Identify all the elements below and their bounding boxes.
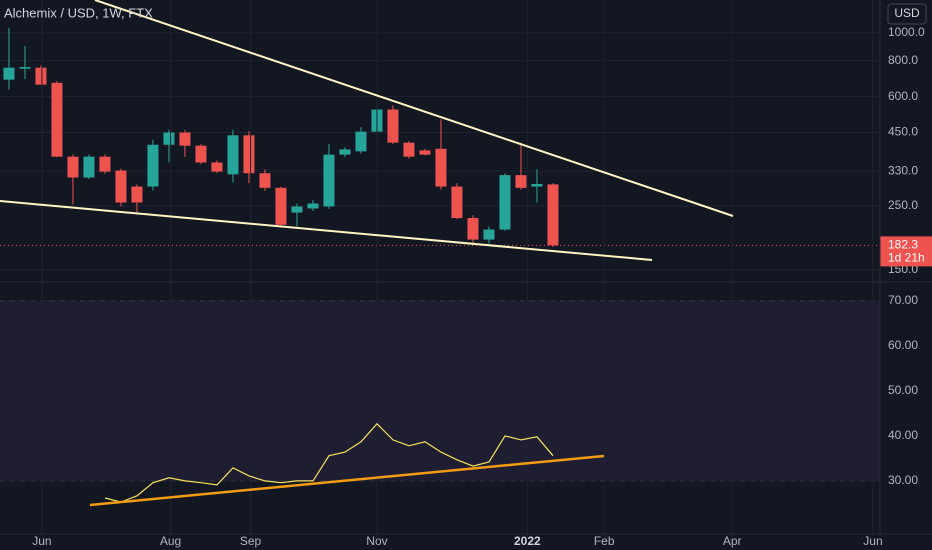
candle-body: [291, 206, 303, 213]
candle-body: [451, 186, 463, 219]
candle-body: [3, 67, 15, 80]
candle-body: [403, 142, 415, 157]
candle-body: [83, 156, 95, 178]
y-tick-label: 600.0: [888, 89, 918, 103]
candle-body: [99, 156, 111, 172]
y-tick-label: 1000.0: [888, 25, 925, 39]
candle-body: [419, 150, 431, 155]
y-tick-label: 330.0: [888, 163, 918, 177]
candle-body: [163, 132, 175, 145]
candle-body: [243, 135, 255, 174]
x-tick-label: 2022: [514, 534, 541, 548]
y-tick-label: 450.0: [888, 125, 918, 139]
x-tick-label: Apr: [723, 534, 742, 548]
rsi-line: [104, 422, 554, 503]
trendline: [94, 0, 734, 217]
candle-body: [467, 218, 479, 240]
x-tick-label: Nov: [366, 534, 387, 548]
candle-body: [387, 109, 399, 143]
countdown-label: 1d 21h: [888, 251, 925, 265]
candle-body: [115, 170, 127, 203]
candle-body: [275, 187, 287, 225]
candle-body: [35, 67, 47, 85]
candle-body: [51, 82, 63, 157]
x-tick-label: Jun: [863, 534, 882, 548]
candle-body: [435, 148, 447, 187]
candle-body: [531, 184, 543, 187]
rsi-trendline: [89, 454, 605, 507]
x-tick-label: Sep: [240, 534, 262, 548]
candle-body: [355, 131, 367, 152]
candle-body: [179, 132, 191, 146]
last-price-box: [880, 236, 932, 267]
candle-body: [211, 162, 223, 172]
x-tick-label: Feb: [594, 534, 615, 548]
candle-body: [339, 149, 351, 155]
y-tick-label: 30.00: [888, 473, 918, 487]
candle-body: [547, 184, 559, 246]
y-tick-label: 40.00: [888, 428, 918, 442]
currency-button[interactable]: [887, 3, 927, 25]
candle-body: [19, 67, 31, 69]
candle-body: [483, 229, 495, 240]
candle-body: [147, 144, 159, 187]
chart-title: Alchemix / USD, 1W, FTX: [4, 5, 153, 20]
candle-body: [227, 135, 239, 175]
x-tick-label: Jun: [32, 534, 51, 548]
candle-body: [499, 175, 511, 230]
y-tick-label: 50.00: [888, 383, 918, 397]
y-tick-label: 70.00: [888, 293, 918, 307]
candle-body: [195, 145, 207, 163]
candle-body: [67, 156, 79, 178]
candle-body: [259, 173, 271, 188]
last-price-label: 182.3: [888, 238, 918, 252]
trendline: [0, 200, 653, 261]
candle-body: [131, 186, 143, 203]
y-tick-label: 60.00: [888, 338, 918, 352]
candle-body: [323, 154, 335, 207]
y-tick-label: 250.0: [888, 198, 918, 212]
candle-body: [307, 203, 319, 209]
y-tick-label: 800.0: [888, 53, 918, 67]
candle-body: [515, 175, 527, 188]
x-tick-label: Aug: [160, 534, 181, 548]
currency-label[interactable]: USD: [894, 6, 920, 20]
